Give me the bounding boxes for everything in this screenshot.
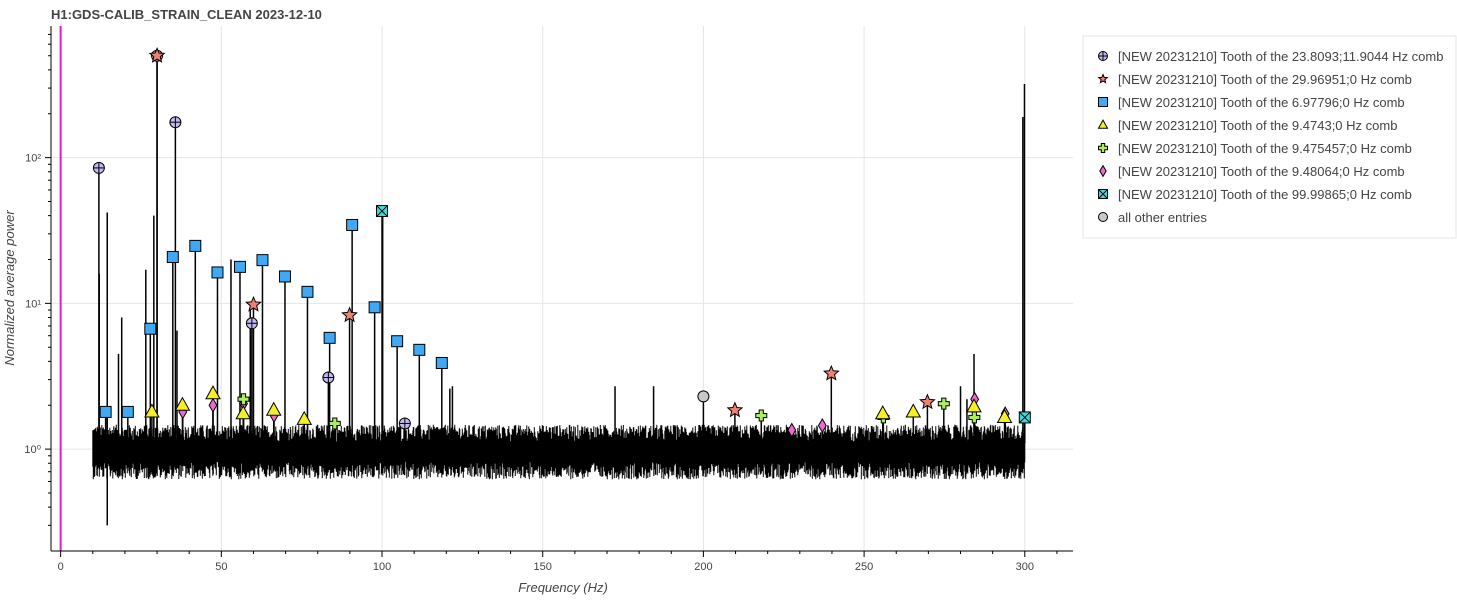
triangle-marker (905, 403, 922, 418)
plus-legend-icon (1098, 143, 1108, 153)
square-marker (233, 260, 246, 273)
circle-marker (697, 390, 710, 403)
square-marker (413, 343, 426, 356)
star-marker (919, 393, 936, 410)
square-x-legend-icon (1098, 189, 1108, 199)
x-tick-label: 150 (534, 561, 552, 573)
square-marker (368, 301, 381, 314)
legend-item: [NEW 20231210] Tooth of the 6.97796;0 Hz… (1098, 95, 1405, 110)
diamond-marker (817, 418, 827, 434)
plus-marker (937, 397, 950, 410)
diamond-marker (787, 422, 797, 438)
legend-label: [NEW 20231210] Tooth of the 23.8093;11.9… (1118, 49, 1443, 64)
square-marker (166, 251, 179, 264)
star-legend-icon (1097, 73, 1109, 84)
legend-box (1082, 35, 1457, 239)
spectrum-lines (59, 26, 1026, 551)
triangle-marker (874, 405, 891, 420)
star-marker (822, 364, 840, 381)
x-tick-label: 250 (855, 561, 873, 573)
plus-marker (237, 393, 250, 406)
square-marker (121, 405, 134, 418)
x-axis-label: Frequency (Hz) (518, 580, 608, 595)
diamond-legend-icon (1099, 164, 1107, 178)
circle-cross-marker (92, 161, 105, 174)
square-marker (435, 356, 448, 369)
y-tick-label: 10² (25, 153, 41, 165)
triangle-marker (235, 405, 252, 420)
x-tick-label: 100 (373, 561, 391, 573)
legend-label: [NEW 20231210] Tooth of the 9.4743;0 Hz … (1118, 118, 1397, 133)
square-marker (256, 254, 269, 267)
y-tick-label: 10¹ (25, 298, 41, 310)
square-x-marker (1018, 411, 1031, 424)
circle-cross-marker (245, 317, 258, 330)
square-marker (189, 239, 202, 252)
circle-cross-legend-icon (1098, 51, 1108, 61)
plus-marker (968, 411, 981, 424)
triangle-marker (144, 403, 160, 418)
legend-item: [NEW 20231210] Tooth of the 29.96951;0 H… (1097, 72, 1412, 87)
y-axis-label: Normalized average power (2, 210, 17, 366)
square-marker (144, 322, 157, 335)
legend-item: [NEW 20231210] Tooth of the 9.475457;0 H… (1098, 141, 1412, 156)
legend-label: [NEW 20231210] Tooth of the 29.96951;0 H… (1118, 72, 1412, 87)
square-marker (278, 270, 291, 283)
star-marker (726, 401, 744, 418)
star-marker (245, 295, 262, 312)
chart-title: H1:GDS-CALIB_STRAIN_CLEAN 2023-12-10 (51, 7, 322, 22)
triangle-legend-icon (1097, 119, 1109, 129)
noise-band (92, 424, 1026, 480)
triangle-marker (205, 385, 221, 400)
star-marker (148, 46, 166, 63)
y-tick-label: 10⁰ (24, 444, 41, 456)
plus-marker (328, 417, 341, 430)
star-marker (341, 306, 358, 323)
circle-cross-marker (398, 417, 411, 430)
circle-cross-marker (169, 116, 182, 129)
triangle-marker (996, 408, 1013, 423)
axes: 0 50 100 150 200 250 300 10⁰ 10¹ 10² (24, 26, 1073, 573)
square-marker (323, 331, 336, 344)
legend-item: [NEW 20231210] Tooth of the 9.4743;0 Hz … (1097, 118, 1397, 133)
legend-item: [NEW 20231210] Tooth of the 23.8093;11.9… (1098, 49, 1443, 64)
triangle-marker (174, 396, 191, 411)
legend-item: all other entries (1098, 210, 1207, 225)
x-tick-label: 300 (1016, 561, 1034, 573)
x-tick-label: 200 (694, 561, 712, 573)
legend-label: [NEW 20231210] Tooth of the 99.99865;0 H… (1118, 187, 1412, 202)
circle-cross-marker (322, 371, 335, 384)
x-tick-label: 0 (58, 561, 64, 573)
circle-legend-icon (1098, 212, 1108, 222)
legend-label: all other entries (1118, 210, 1207, 225)
square-marker (391, 335, 404, 348)
legend-label: [NEW 20231210] Tooth of the 6.97796;0 Hz… (1118, 95, 1405, 110)
plus-marker (755, 409, 768, 422)
marker-layer (92, 46, 1031, 438)
legend: [NEW 20231210] Tooth of the 23.8093;11.9… (1082, 35, 1457, 239)
triangle-marker (966, 398, 982, 413)
x-tick-label: 50 (215, 561, 227, 573)
legend-label: [NEW 20231210] Tooth of the 9.475457;0 H… (1118, 141, 1412, 156)
square-marker (301, 285, 314, 298)
legend-item: [NEW 20231210] Tooth of the 99.99865;0 H… (1098, 187, 1412, 202)
square-x-marker (376, 205, 389, 218)
square-marker (211, 266, 224, 279)
legend-item: [NEW 20231210] Tooth of the 9.48064;0 Hz… (1099, 164, 1405, 179)
legend-label: [NEW 20231210] Tooth of the 9.48064;0 Hz… (1118, 164, 1405, 179)
triangle-marker (296, 410, 313, 425)
triangle-marker (265, 401, 282, 416)
square-legend-icon (1098, 97, 1108, 107)
square-marker (346, 218, 359, 231)
diamond-marker (208, 397, 218, 413)
square-marker (99, 405, 112, 418)
